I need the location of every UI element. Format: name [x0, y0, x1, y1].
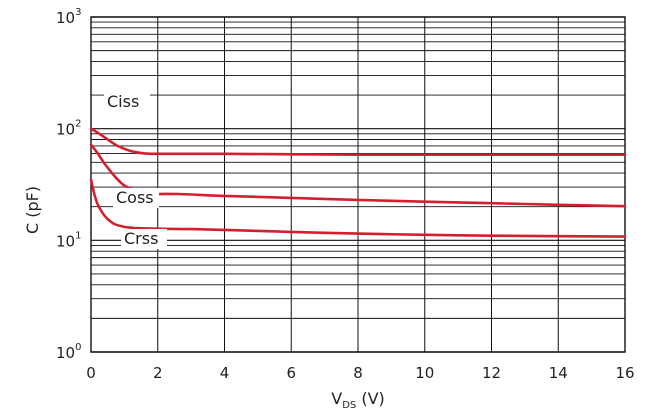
series-label-coss: Coss [116, 188, 154, 207]
y-tick-label: 100 [56, 342, 81, 362]
x-tick-label: 4 [220, 364, 230, 382]
x-axis-label-sub: DS [342, 400, 356, 411]
x-tick-labels: 0 2 4 6 8 10 12 14 16 [86, 364, 634, 382]
x-tick-label: 8 [353, 364, 363, 382]
x-tick-label: 6 [286, 364, 296, 382]
y-tick-exponent: 2 [75, 119, 81, 130]
y-tick-label: 102 [56, 119, 81, 139]
x-tick-label: 16 [615, 364, 634, 382]
y-tick-base: 10 [56, 232, 75, 250]
grid [91, 17, 625, 352]
x-axis-label-unit: (V) [356, 389, 385, 408]
x-axis-label-main: V [331, 389, 342, 408]
x-tick-label: 0 [86, 364, 96, 382]
x-tick-label: 14 [549, 364, 568, 382]
y-axis-label: C (pF) [23, 186, 42, 234]
y-tick-exponent: 3 [75, 7, 81, 18]
y-tick-exponent: 1 [75, 230, 81, 241]
y-tick-base: 10 [56, 9, 75, 27]
series-label-ciss: Ciss [107, 92, 139, 111]
y-tick-label: 101 [56, 230, 81, 250]
x-tick-label: 2 [153, 364, 163, 382]
y-tick-label: 103 [56, 7, 81, 27]
x-tick-label: 12 [482, 364, 501, 382]
y-tick-base: 10 [56, 344, 75, 362]
y-tick-exponent: 0 [75, 342, 81, 353]
x-tick-label: 10 [415, 364, 434, 382]
series-label-crss: Crss [124, 229, 158, 248]
y-tick-base: 10 [56, 121, 75, 139]
x-axis-label: VDS (V) [331, 389, 385, 411]
